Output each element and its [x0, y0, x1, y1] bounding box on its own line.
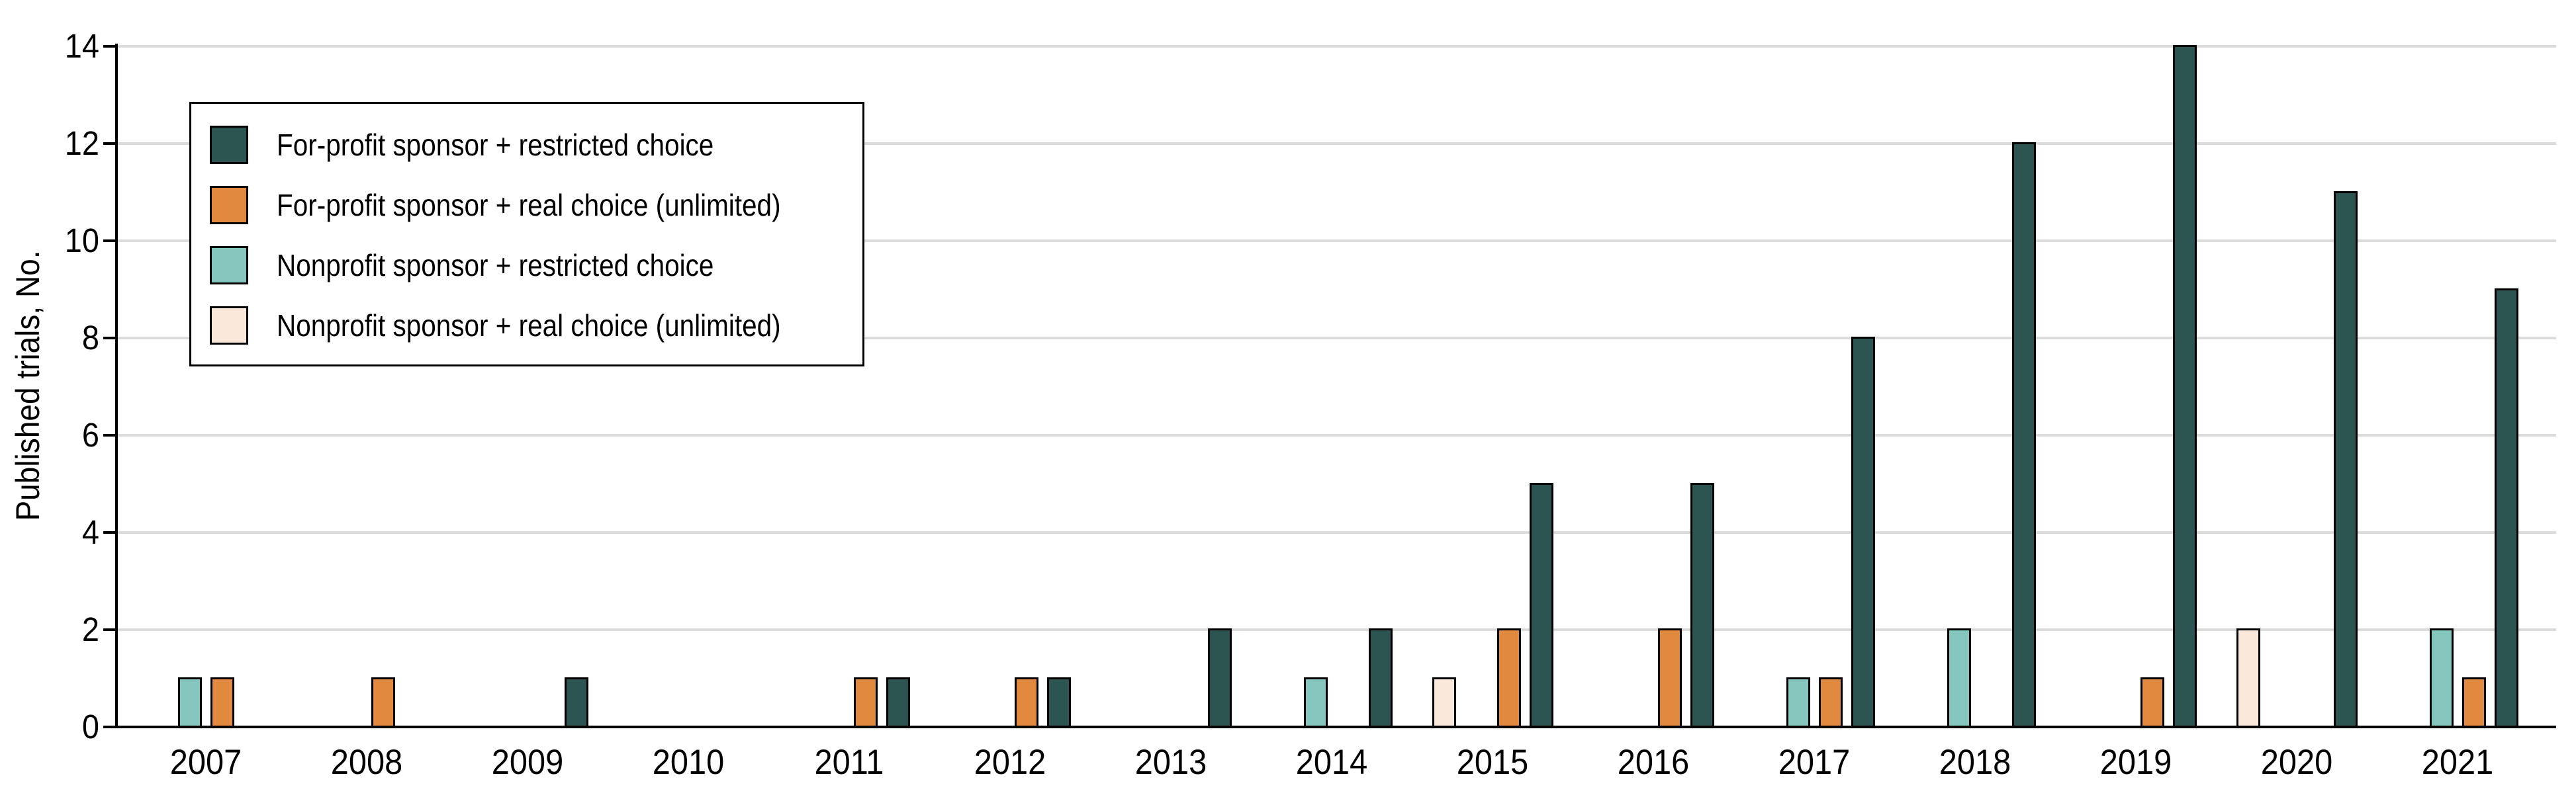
gridline [118, 337, 2556, 339]
x-axis-label: 2015 [1456, 743, 1529, 782]
bar [371, 677, 395, 728]
y-tick-label: 8 [81, 319, 99, 357]
y-axis-tick [103, 239, 118, 242]
bar [2011, 142, 2036, 728]
bar [1818, 677, 1843, 728]
bar [177, 677, 202, 728]
x-axis-label: 2014 [1295, 743, 1368, 782]
bar [2494, 288, 2518, 728]
y-tick-label: 4 [81, 513, 99, 551]
bar [2429, 628, 2454, 728]
gridline [118, 45, 2556, 48]
x-axis-label: 2009 [491, 743, 564, 782]
y-tick-label: 6 [81, 416, 99, 454]
bar [1014, 677, 1038, 728]
legend-swatch [210, 306, 248, 345]
y-axis-tick [103, 434, 118, 437]
x-axis-label: 2020 [2260, 743, 2333, 782]
x-axis-label: 2012 [974, 743, 1046, 782]
y-tick-label: 14 [64, 27, 99, 65]
x-axis-label: 2011 [814, 743, 884, 782]
bar [2333, 191, 2358, 728]
bar [2140, 677, 2164, 728]
y-axis-tick [103, 628, 118, 631]
y-tick-label: 0 [81, 708, 99, 745]
bar [1529, 482, 1553, 728]
y-tick-label: 10 [64, 222, 99, 259]
x-axis-label: 2007 [169, 743, 242, 782]
legend-item: Nonprofit sponsor + restricted choice [210, 246, 862, 284]
bar [1496, 628, 1521, 728]
bar [1947, 628, 1971, 728]
bar [2461, 677, 2486, 728]
bar [2172, 45, 2197, 728]
legend-item: For-profit sponsor + restricted choice [210, 126, 862, 164]
y-axis-tick [103, 337, 118, 339]
bar [1786, 677, 1810, 728]
x-axis-label: 2021 [2421, 743, 2494, 782]
legend-swatch [210, 126, 248, 164]
bar [886, 677, 910, 728]
legend-item-label: For-profit sponsor + real choice (unlimi… [277, 188, 781, 222]
x-axis-label: 2008 [330, 743, 403, 782]
x-axis-label: 2010 [652, 743, 725, 782]
legend-item-label: For-profit sponsor + restricted choice [277, 128, 714, 162]
bar [1046, 677, 1071, 728]
bar [1303, 677, 1328, 728]
legend-box: For-profit sponsor + restricted choice Fo… [189, 102, 864, 366]
legend-item-label: Nonprofit sponsor + restricted choice [277, 248, 714, 282]
gridline [118, 628, 2556, 631]
bar [1657, 628, 1682, 728]
bar [1690, 482, 1714, 728]
bar [564, 677, 588, 728]
bar [1851, 337, 1875, 728]
bar [1432, 677, 1456, 728]
y-axis-tick [103, 726, 118, 728]
x-axis-line [115, 726, 2556, 728]
bar [1207, 628, 1232, 728]
x-axis-label: 2019 [2099, 743, 2172, 782]
bar [1368, 628, 1393, 728]
x-axis-label: 2016 [1617, 743, 1690, 782]
x-axis-label: 2017 [1778, 743, 1851, 782]
legend-swatch [210, 246, 248, 284]
y-tick-label: 12 [64, 124, 99, 162]
x-axis-label: 2018 [1939, 743, 2011, 782]
y-tick-label: 2 [81, 611, 99, 648]
gridline [118, 239, 2556, 242]
y-axis-line [115, 44, 118, 728]
gridline [118, 142, 2556, 145]
y-axis-title: Published trials, No. [9, 250, 46, 521]
y-axis-tick [103, 142, 118, 145]
legend-item-label: Nonprofit sponsor + real choice (unlimit… [277, 308, 781, 343]
legend-swatch [210, 186, 248, 224]
bar [853, 677, 878, 728]
legend-item: For-profit sponsor + real choice (unlimi… [210, 186, 862, 224]
gridline [118, 531, 2556, 534]
x-axis-label: 2013 [1134, 743, 1207, 782]
gridline [118, 434, 2556, 437]
y-axis-tick [103, 45, 118, 48]
legend-item: Nonprofit sponsor + real choice (unlimit… [210, 306, 862, 345]
bar [2236, 628, 2260, 728]
y-axis-tick [103, 531, 118, 534]
bar [210, 677, 234, 728]
